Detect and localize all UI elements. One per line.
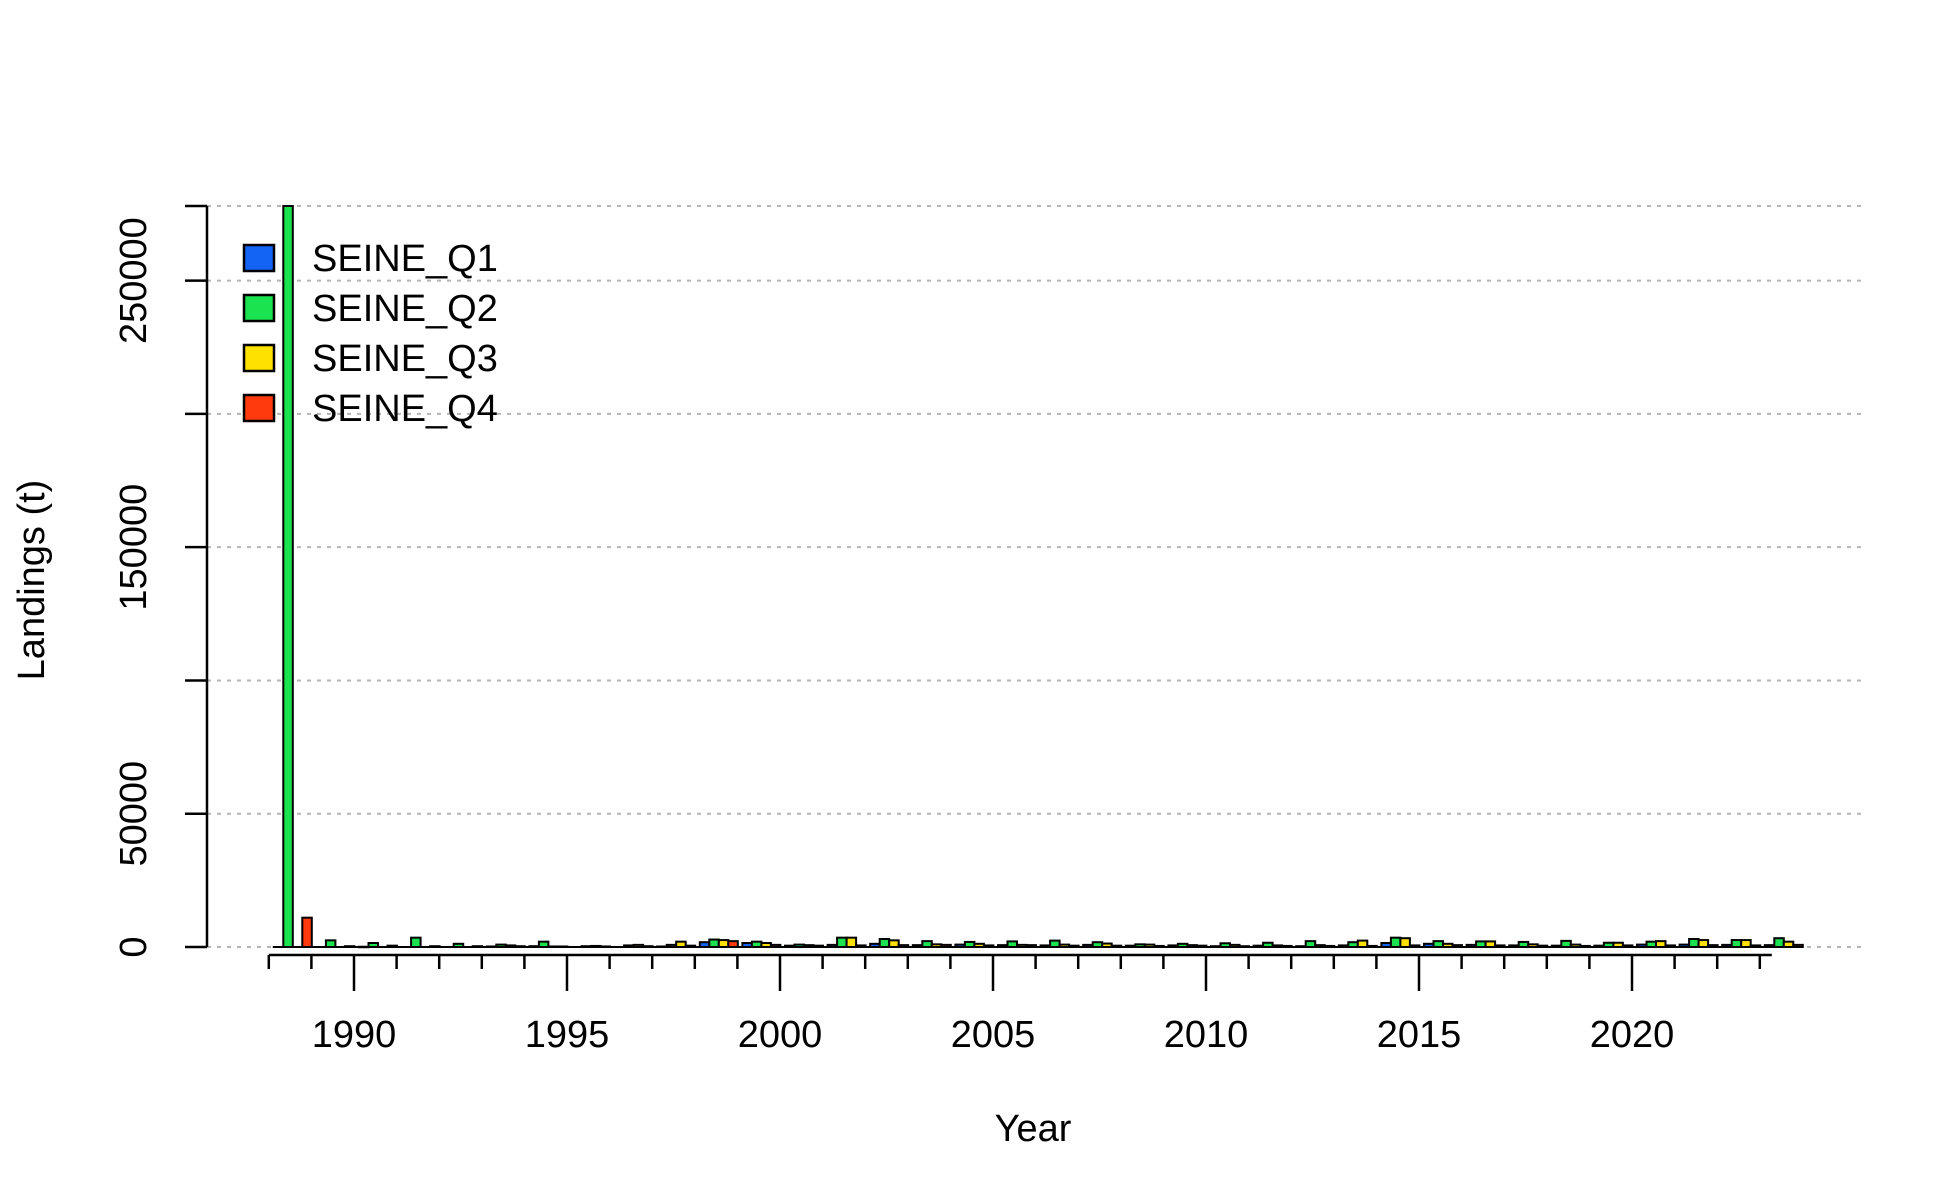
y-tick-label: 250000 bbox=[113, 217, 155, 344]
x-axis-title: Year bbox=[995, 1108, 1072, 1150]
bar-seine-q4 bbox=[301, 916, 313, 949]
bar-seine-q2 bbox=[1688, 938, 1700, 949]
bar-seine-q3 bbox=[717, 939, 730, 948]
legend-label: SEINE_Q1 bbox=[312, 238, 498, 280]
legend-swatch bbox=[242, 243, 276, 273]
legend-item: SEINE_Q2 bbox=[242, 288, 498, 330]
bars-group bbox=[272, 205, 1804, 949]
x-axis: 1990 1995 2000 2005 2010 2015 2020 bbox=[267, 953, 1772, 1056]
legend-item: SEINE_Q1 bbox=[242, 238, 498, 280]
bar-seine-q2 bbox=[878, 938, 891, 949]
legend-label: SEINE_Q3 bbox=[312, 338, 498, 380]
legend-swatch bbox=[242, 293, 276, 323]
bar-seine-q2 bbox=[1730, 939, 1743, 948]
bar-seine-q2 bbox=[708, 938, 720, 948]
legend-item: SEINE_Q3 bbox=[242, 338, 498, 380]
bar-seine-q2 bbox=[836, 936, 848, 948]
legend-item: SEINE_Q4 bbox=[242, 388, 498, 430]
legend: SEINE_Q1 SEINE_Q2 SEINE_Q3 SEINE_Q4 bbox=[242, 238, 498, 430]
y-tick-label: 0 bbox=[113, 936, 155, 957]
bar-seine-q2 bbox=[282, 205, 294, 948]
bar-seine-q3 bbox=[1399, 937, 1411, 949]
bar-seine-q3 bbox=[845, 936, 858, 948]
y-tick-label: 50000 bbox=[113, 761, 155, 867]
bar-seine-q2 bbox=[410, 936, 422, 948]
y-axis-title: Landings (t) bbox=[11, 480, 53, 681]
bar-seine-q3 bbox=[1740, 939, 1752, 948]
x-tick-label: 2000 bbox=[738, 1014, 823, 1056]
legend-swatch bbox=[242, 393, 276, 423]
bar-seine-q4 bbox=[1792, 943, 1804, 948]
bar-seine-q3 bbox=[1697, 939, 1710, 948]
legend-label: SEINE_Q4 bbox=[312, 388, 498, 430]
legend-label: SEINE_Q2 bbox=[312, 288, 498, 330]
y-axis: 0 50000 150000 250000 bbox=[113, 204, 209, 958]
x-tick-label: 2020 bbox=[1590, 1014, 1675, 1056]
x-tick-label: 2005 bbox=[951, 1014, 1036, 1056]
bar-seine-q2 bbox=[1773, 937, 1785, 949]
x-tick-label: 2010 bbox=[1164, 1014, 1249, 1056]
x-tick-label: 1990 bbox=[312, 1014, 397, 1056]
y-tick-label: 150000 bbox=[113, 484, 155, 611]
legend-swatch bbox=[242, 343, 276, 373]
x-tick-label: 2015 bbox=[1377, 1014, 1462, 1056]
x-tick-label: 1995 bbox=[525, 1014, 610, 1056]
bar-seine-q2 bbox=[1389, 936, 1402, 948]
